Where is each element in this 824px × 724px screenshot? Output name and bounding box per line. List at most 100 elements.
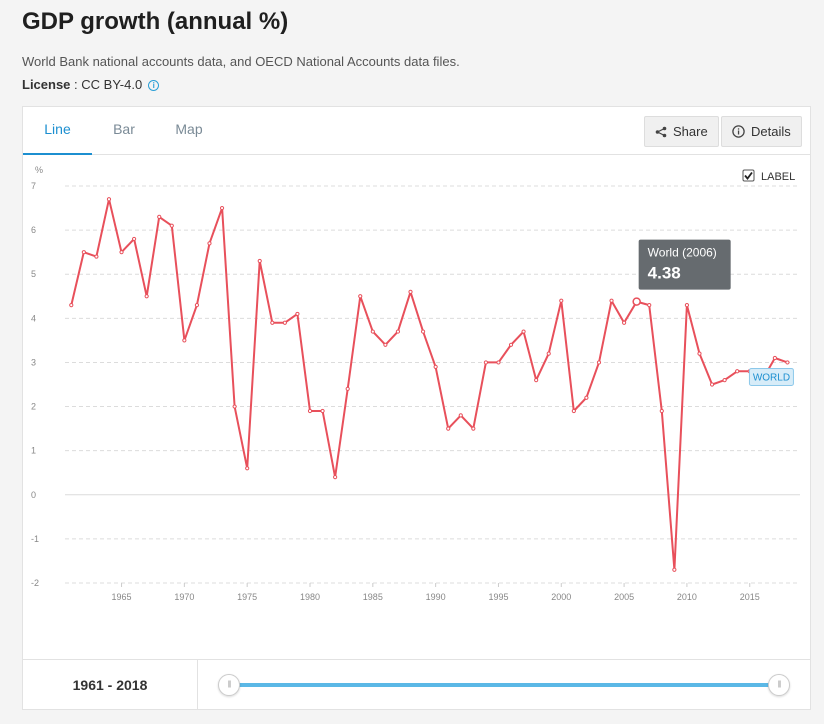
x-tick-label: 1975 bbox=[237, 592, 257, 602]
details-button[interactable]: Details bbox=[721, 116, 802, 147]
data-point[interactable] bbox=[433, 364, 438, 369]
data-point[interactable] bbox=[508, 342, 514, 347]
license-value: : CC BY-4.0 bbox=[70, 77, 143, 92]
x-tick-label: 1965 bbox=[112, 592, 132, 602]
data-point[interactable] bbox=[785, 360, 790, 365]
tab-line[interactable]: Line bbox=[23, 107, 92, 155]
data-point[interactable] bbox=[144, 294, 149, 299]
data-point[interactable] bbox=[446, 426, 451, 431]
data-point[interactable] bbox=[521, 329, 526, 334]
y-tick-label: 1 bbox=[31, 446, 36, 456]
chart-card: Line Bar Map Share Details -2 -1 0 1 2 3 4 5 6 7%… bbox=[22, 106, 811, 660]
y-tick-label: 2 bbox=[31, 402, 36, 412]
info-icon[interactable]: i bbox=[148, 80, 160, 91]
data-point[interactable] bbox=[132, 236, 137, 242]
data-point[interactable] bbox=[534, 377, 539, 383]
y-axis-unit: % bbox=[35, 165, 43, 175]
checkmark-icon bbox=[744, 171, 753, 180]
data-point[interactable] bbox=[81, 250, 86, 255]
range-end-handle[interactable]: ||| bbox=[768, 674, 790, 696]
data-point[interactable] bbox=[559, 298, 564, 303]
data-point[interactable] bbox=[119, 250, 124, 255]
page-title: GDP growth (annual %) bbox=[22, 8, 289, 35]
range-start-handle[interactable]: ||| bbox=[218, 674, 240, 696]
data-point[interactable] bbox=[282, 320, 287, 325]
tooltip-title: World (2006) bbox=[648, 246, 717, 260]
tab-bar-chart[interactable]: Bar bbox=[113, 121, 135, 137]
data-point[interactable] bbox=[647, 303, 652, 308]
data-point[interactable] bbox=[546, 351, 551, 356]
data-point[interactable] bbox=[709, 382, 715, 387]
data-point[interactable] bbox=[420, 329, 426, 334]
data-point[interactable] bbox=[584, 395, 589, 400]
details-label: Details bbox=[751, 124, 791, 139]
share-icon bbox=[655, 126, 667, 137]
tab-map[interactable]: Map bbox=[175, 121, 203, 137]
data-point[interactable] bbox=[333, 475, 338, 480]
data-point[interactable] bbox=[182, 338, 187, 343]
y-tick-label: 6 bbox=[31, 225, 36, 235]
y-tick-label: 0 bbox=[31, 490, 36, 500]
y-tick-label: -2 bbox=[31, 578, 39, 588]
x-tick-label: 2015 bbox=[740, 592, 760, 602]
y-tick-label: 4 bbox=[31, 313, 36, 323]
data-point[interactable] bbox=[496, 360, 501, 365]
x-tick-label: 2000 bbox=[551, 592, 571, 602]
data-point[interactable] bbox=[609, 298, 614, 303]
data-point[interactable] bbox=[596, 360, 602, 365]
tooltip-value: 4.38 bbox=[648, 264, 681, 283]
data-point[interactable] bbox=[370, 329, 375, 334]
x-tick-label: 1985 bbox=[363, 592, 383, 602]
y-tick-label: -1 bbox=[31, 534, 39, 544]
data-point[interactable] bbox=[207, 241, 212, 246]
data-point[interactable] bbox=[307, 408, 313, 414]
data-point[interactable] bbox=[395, 329, 401, 334]
label-checkbox[interactable] bbox=[742, 169, 755, 182]
data-point[interactable] bbox=[257, 258, 262, 264]
x-tick-label: 2005 bbox=[614, 592, 634, 602]
y-tick-label: 7 bbox=[31, 181, 36, 191]
data-point[interactable] bbox=[383, 342, 388, 347]
data-point[interactable] bbox=[684, 303, 690, 308]
year-range-label: 1961 - 2018 bbox=[23, 660, 198, 710]
data-point[interactable] bbox=[320, 408, 325, 414]
license-line: License : CC BY-4.0 i bbox=[22, 77, 160, 92]
x-tick-label: 2010 bbox=[677, 592, 697, 602]
data-point[interactable] bbox=[194, 303, 200, 308]
data-point[interactable] bbox=[659, 408, 664, 414]
data-point[interactable] bbox=[270, 320, 275, 325]
data-point[interactable] bbox=[345, 386, 350, 392]
data-point[interactable] bbox=[735, 369, 740, 374]
data-point[interactable] bbox=[69, 303, 74, 308]
data-point[interactable] bbox=[106, 197, 112, 202]
data-point[interactable] bbox=[772, 355, 777, 361]
data-point[interactable] bbox=[245, 466, 250, 471]
x-tick-label: 1970 bbox=[174, 592, 194, 602]
data-point[interactable] bbox=[483, 360, 488, 365]
y-tick-label: 5 bbox=[31, 269, 36, 279]
data-point[interactable] bbox=[232, 404, 237, 409]
data-point[interactable] bbox=[358, 294, 363, 299]
data-point[interactable] bbox=[169, 223, 174, 228]
y-tick-label: 3 bbox=[31, 357, 36, 367]
data-point[interactable] bbox=[622, 320, 627, 325]
data-point[interactable] bbox=[94, 254, 99, 259]
data-point[interactable] bbox=[571, 408, 576, 414]
tooltip-box bbox=[638, 239, 731, 290]
tab-bar: Line Bar Map Share Details bbox=[23, 107, 810, 155]
data-point[interactable] bbox=[697, 351, 702, 356]
series-label-box bbox=[748, 367, 794, 386]
series-line-world bbox=[70, 198, 788, 571]
data-point[interactable] bbox=[458, 413, 463, 418]
data-point[interactable] bbox=[722, 377, 727, 383]
data-point[interactable] bbox=[295, 311, 300, 317]
highlight-point[interactable] bbox=[632, 297, 641, 306]
data-point[interactable] bbox=[157, 214, 162, 219]
data-point[interactable] bbox=[471, 426, 476, 431]
data-point[interactable] bbox=[672, 567, 677, 572]
x-tick-label: 1995 bbox=[488, 592, 508, 602]
share-button[interactable]: Share bbox=[644, 116, 719, 147]
data-point[interactable] bbox=[408, 289, 413, 294]
data-point[interactable] bbox=[219, 205, 225, 211]
range-slider-track[interactable] bbox=[229, 683, 785, 687]
